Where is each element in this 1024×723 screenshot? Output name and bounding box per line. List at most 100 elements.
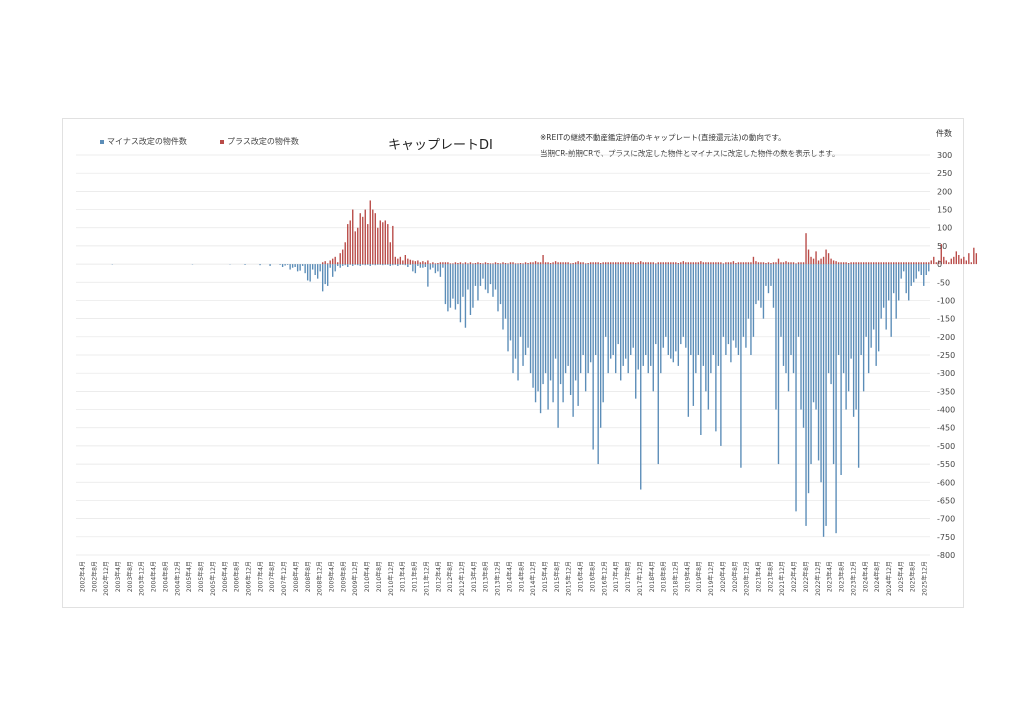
bar-plus	[913, 262, 915, 265]
bar-plus	[427, 260, 429, 265]
bar-minus	[559, 264, 562, 385]
bar-minus	[557, 264, 559, 428]
bar-plus	[449, 263, 452, 265]
bar-plus	[735, 263, 737, 265]
y-tick-label: -150	[937, 315, 955, 324]
bar-minus	[562, 264, 564, 403]
y-tick-label: -550	[937, 460, 955, 469]
bar-minus	[372, 264, 374, 265]
bar-minus	[887, 264, 890, 301]
bar-plus	[640, 261, 642, 265]
bar-minus	[890, 264, 892, 337]
bar-plus	[965, 260, 968, 265]
bar-plus	[807, 249, 810, 265]
bar-minus	[875, 264, 877, 366]
y-tick-label: 0	[937, 260, 942, 269]
bar-plus	[805, 233, 807, 265]
bar-plus	[705, 262, 707, 265]
bar-plus	[923, 262, 925, 265]
bar-plus	[903, 262, 905, 265]
bar-minus	[717, 264, 720, 366]
bar-minus	[692, 264, 695, 406]
bar-minus	[637, 264, 639, 370]
bar-plus	[347, 224, 349, 265]
bar-plus	[767, 262, 770, 265]
bar-minus	[790, 264, 792, 355]
bar-plus	[732, 261, 735, 265]
legend-swatch-minus	[100, 139, 104, 144]
y-tick-label: -350	[937, 387, 955, 396]
bar-plus	[432, 262, 434, 265]
y-tick-label: -200	[937, 333, 955, 342]
bar-plus	[587, 263, 589, 265]
bar-minus	[467, 264, 469, 290]
bar-minus	[419, 264, 422, 268]
bar-plus	[372, 209, 374, 265]
bar-plus	[918, 262, 920, 265]
bar-plus	[554, 261, 557, 265]
bar-plus	[730, 262, 732, 265]
bar-minus	[489, 264, 492, 285]
bar-plus	[712, 262, 715, 265]
bar-minus	[895, 264, 897, 319]
bar-plus	[539, 262, 542, 265]
bar-minus	[852, 264, 855, 417]
bar-minus	[364, 264, 366, 266]
bar-plus	[594, 262, 597, 265]
bar-plus	[504, 263, 507, 265]
x-tick-label: 2002年8月	[90, 561, 98, 592]
bar-minus	[529, 264, 532, 374]
bar-plus	[389, 242, 391, 265]
bar-plus	[572, 263, 574, 265]
bar-plus	[529, 262, 532, 265]
bar-plus	[549, 263, 552, 265]
bar-minus	[352, 264, 354, 266]
bar-minus	[762, 264, 765, 319]
x-tick-label: 2003年8月	[126, 561, 134, 592]
bar-plus	[424, 262, 427, 265]
bar-plus	[727, 262, 730, 265]
bar-minus	[447, 264, 449, 312]
bar-minus	[402, 264, 404, 265]
bar-plus	[925, 262, 927, 265]
bar-minus	[857, 264, 860, 468]
bar-plus	[762, 262, 765, 265]
bar-plus	[447, 262, 449, 265]
bar-plus	[354, 231, 356, 265]
bar-plus	[875, 262, 877, 265]
bar-plus	[479, 263, 482, 265]
bar-minus	[321, 264, 324, 292]
bar-plus	[349, 220, 351, 265]
bar-plus	[377, 227, 379, 265]
bar-minus	[409, 264, 412, 265]
gridlines	[76, 154, 930, 556]
bar-plus	[870, 262, 872, 265]
x-tick-label: 2020年8月	[731, 561, 739, 592]
bar-minus	[517, 264, 519, 381]
bar-minus	[599, 264, 602, 428]
bar-minus	[474, 264, 477, 286]
bar-minus	[820, 264, 822, 483]
bar-plus	[905, 262, 907, 265]
bar-plus	[645, 262, 647, 265]
bar-minus	[469, 264, 472, 315]
bar-minus	[329, 264, 331, 268]
bar-plus	[492, 263, 494, 265]
bar-plus	[487, 263, 489, 265]
bar-plus	[414, 261, 417, 265]
bar-plus	[464, 262, 467, 265]
y-tick-label: -300	[937, 369, 955, 378]
bar-plus	[930, 260, 932, 265]
x-tick-label: 2005年12月	[209, 561, 217, 596]
bar-minus	[542, 264, 544, 385]
x-tick-label: 2006年8月	[233, 561, 241, 592]
bar-minus	[697, 264, 700, 355]
x-tick-label: 2004年12月	[173, 561, 181, 596]
legend-item-minus: マイナス改定の物件数	[100, 136, 187, 147]
bar-plus	[950, 258, 952, 265]
bar-plus	[469, 262, 472, 265]
x-tick-label: 2023年4月	[826, 561, 834, 592]
x-tick-label: 2003年12月	[138, 561, 146, 596]
bar-plus	[777, 258, 780, 265]
